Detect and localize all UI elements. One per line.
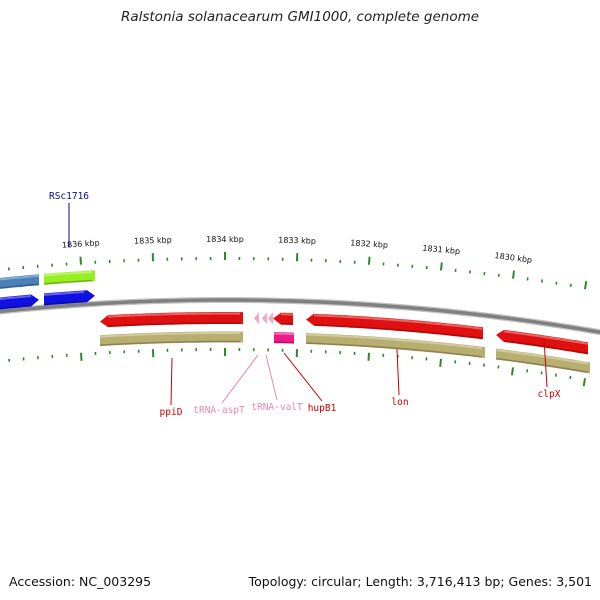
gene-clpX-body [496,348,590,374]
cds-hupB1 [273,312,294,326]
cds-forward-1-shade [0,304,32,310]
major-tick [510,367,514,376]
tick-marks [7,252,588,387]
genome-backbone [0,298,600,334]
major-tick [582,378,586,387]
cds-forward-2-highlight [43,291,85,296]
gene-label: hupB1 [308,403,337,414]
cds-ppiD-body [100,312,243,328]
cds-lon [306,313,483,340]
gene-lon-highlight [305,333,483,350]
cds-hupB1-body [273,312,293,326]
misc-feature-highlight [274,332,295,336]
scale-label: 1835 kbp [134,236,172,246]
gene-label: lon [391,397,408,408]
scale-label: 1834 kbp [206,235,244,244]
cds-clpX-shade [503,340,589,355]
leader-line [543,338,548,388]
cds-clpX-highlight [503,330,589,345]
cds-forward-1-highlight [0,295,32,301]
cds-forward-1 [0,294,39,310]
major-tick [439,358,442,367]
gene-ppiD-shade [99,340,241,346]
gene-block-blue [0,274,40,289]
major-tick [440,262,443,271]
cds-clpX-body [496,329,588,355]
gene-label: ppiD [160,407,183,418]
leader-line [170,357,173,406]
gene-clpX [495,348,590,374]
gene-ppiD [99,331,243,347]
gene-block-green [43,270,95,285]
cds-clpX [496,329,589,355]
trna-aspT-arrow [254,312,259,325]
gene-ppiD-highlight [99,332,241,338]
gene-block-blue-highlight [0,274,40,281]
gene-block-green-body [44,270,95,285]
gene-block-green-highlight [43,271,93,277]
cds-forward-2-body [44,290,95,306]
scale-label: 1830 kbp [494,251,533,265]
gene-block-blue-body [0,274,39,289]
trna-valT-arrow-2 [268,312,273,325]
gene-label: tRNA-valT [251,402,303,413]
cds-lon-body [306,313,483,340]
cds-forward-1-body [0,294,39,310]
gene-clpX-shade [495,357,589,373]
gene-label: RSc1716 [49,191,89,202]
major-tick [367,352,370,361]
misc-feature-shade [273,341,295,344]
gene-clpX-highlight [495,349,589,365]
accession-text: Accession: NC_003295 [9,574,152,589]
misc-feature-body [274,332,294,344]
leader-line [265,354,278,401]
leader-line [221,354,259,404]
major-tick [79,256,82,265]
topology-summary: Topology: circular; Length: 3,716,413 bp… [248,574,592,589]
major-tick [584,281,588,290]
gene-block-blue-shade [0,283,40,289]
leader-line [396,348,400,396]
gene-label: clpX [538,389,561,400]
cds-forward-2-shade [43,300,85,306]
gene-lon-shade [305,342,483,358]
cds-ppiD-shade [107,322,241,327]
cds-lon-shade [313,324,483,339]
scale-label: 1832 kbp [350,238,388,249]
cds-ppiD [100,312,243,328]
map-title: Ralstonia solanacearum GMI1000, complete… [120,9,480,25]
cds-lon-highlight [313,314,483,330]
major-tick [368,256,371,265]
scale-label: 1836 kbp [62,238,100,249]
scale-label: 1833 kbp [278,236,316,246]
gene-lon-body [306,333,485,359]
scale-label: 1831 kbp [422,244,460,257]
gene-lon [305,333,485,359]
cds-ppiD-highlight [107,312,241,318]
leader-line [283,352,323,402]
gene-block-green-shade [43,279,93,285]
major-tick [512,270,516,279]
gene-ppiD-body [100,331,243,347]
gene-label: tRNA-aspT [193,405,245,416]
trna-valT-arrow [262,312,267,325]
cds-forward-2 [43,290,95,306]
major-tick [80,352,83,361]
misc-feature [273,332,295,344]
